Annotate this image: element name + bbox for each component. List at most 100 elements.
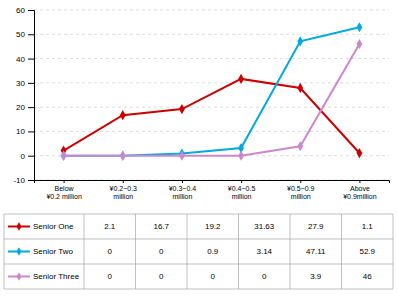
y-tick: 20 — [16, 103, 34, 112]
y-tick-label: 10 — [16, 127, 25, 136]
x-tick-label-line: ¥0.3~0.4 — [169, 185, 197, 192]
table-value: 3.9 — [310, 272, 322, 281]
series-marker — [297, 141, 303, 151]
x-tick-label-line: Above — [350, 185, 370, 192]
y-axis: -10 0 10 20 30 40 50 60 — [13, 6, 34, 185]
table-value: 3.14 — [256, 247, 272, 256]
x-tick-label-line: million — [232, 193, 252, 200]
series-marker — [356, 148, 362, 158]
marks — [61, 22, 363, 161]
series-marker — [356, 22, 362, 32]
series-marker — [61, 151, 67, 161]
chart-svg: -10 0 10 20 30 40 50 60 Below¥0.2 million ¥0.2~0.… — [0, 0, 397, 297]
x-tick-mark — [300, 180, 301, 183]
y-tick-label: 60 — [16, 6, 25, 15]
y-axis-line — [28, 11, 35, 181]
y-tick-mark — [28, 180, 34, 181]
series-marker — [179, 104, 185, 114]
y-tick: 30 — [16, 79, 34, 88]
y-tick-mark — [28, 59, 34, 60]
legend-table: Senior One2.116.719.231.6327.91.1Senior … — [4, 214, 393, 289]
y-tick-label: 0 — [21, 152, 26, 161]
table-value: 47.11 — [306, 247, 326, 256]
grid-line — [34, 10, 389, 11]
table-border — [4, 214, 5, 289]
x-tick-mark — [64, 180, 65, 183]
x-tick-label: ¥0.3~0.4million — [169, 185, 197, 200]
y-tick-mark — [28, 10, 34, 11]
y-tick-label: 40 — [16, 55, 25, 64]
x-tick-mark — [182, 180, 183, 183]
legend-icon-marker — [16, 272, 21, 281]
x-tick-label-line: ¥0.2~0.3 — [110, 185, 138, 192]
table-value: 0 — [108, 247, 113, 256]
table-border — [84, 214, 85, 289]
y-tick: 50 — [16, 30, 34, 39]
x-tick: Above¥0.9million — [343, 180, 377, 200]
table-border — [393, 214, 394, 289]
series-marker — [238, 151, 244, 161]
y-tick: 10 — [16, 127, 34, 136]
plot-area: -10 0 10 20 30 40 50 60 Below¥0.2 million ¥0.2~0.… — [13, 6, 389, 200]
x-tick-label: ¥0.4~0.5million — [228, 185, 256, 200]
legend-label: Senior Two — [33, 247, 73, 256]
legend-label: Senior Three — [33, 272, 80, 281]
series-marker — [120, 151, 126, 161]
y-tick-mark — [28, 107, 34, 108]
table-value: 0 — [159, 247, 164, 256]
y-tick-mark — [28, 83, 34, 84]
series-marker — [120, 151, 126, 161]
series-marker — [179, 151, 185, 161]
x-tick-label: Below¥0.2 million — [46, 185, 82, 200]
table-value: 46 — [363, 272, 372, 281]
y-tick-label: 30 — [16, 79, 25, 88]
table-border — [4, 239, 393, 240]
series-marker — [61, 151, 67, 161]
table-value: 2.1 — [104, 222, 116, 231]
x-tick-label-line: ¥0.9million — [343, 193, 377, 200]
x-tick: ¥0.3~0.4million — [169, 180, 197, 200]
series-marker — [356, 39, 362, 49]
table-value: 16.7 — [153, 222, 169, 231]
y-tick: 40 — [16, 55, 34, 64]
x-tick-label: Above¥0.9million — [343, 185, 377, 200]
table-value: 0 — [108, 272, 113, 281]
x-tick-label-line: million — [291, 193, 311, 200]
y-tick-label: 50 — [16, 30, 25, 39]
grid — [34, 10, 389, 180]
table-value: 27.9 — [308, 222, 324, 231]
x-tick-label-line: ¥0.4~0.5 — [228, 185, 256, 192]
table-border — [290, 214, 291, 289]
legend-label: Senior One — [33, 222, 74, 231]
y-tick: -10 — [13, 176, 34, 185]
x-tick-label: ¥0.5~0.9million — [287, 185, 315, 200]
x-tick: ¥0.2~0.3million — [110, 180, 138, 200]
table-border — [4, 214, 393, 215]
x-tick-label-line: million — [113, 193, 133, 200]
series-line — [64, 79, 360, 153]
x-tick-label: ¥0.2~0.3million — [110, 185, 138, 200]
table-value: 0 — [159, 272, 164, 281]
legend-icon-marker — [16, 247, 21, 256]
table-border — [187, 214, 188, 289]
series-line — [64, 27, 360, 155]
x-tick-label-line: million — [172, 193, 192, 200]
table-border — [4, 289, 393, 290]
table-border — [238, 214, 239, 289]
x-tick-label-line: ¥0.2 million — [46, 193, 82, 200]
series-marker — [120, 110, 126, 120]
y-tick: 0 — [21, 152, 34, 161]
series-marker — [238, 74, 244, 84]
series-marker — [297, 83, 303, 93]
table-border — [4, 264, 393, 265]
x-tick-label-line: ¥0.5~0.9 — [287, 185, 315, 192]
x-tick-label-line: Below — [55, 185, 75, 192]
table-border — [341, 214, 342, 289]
x-tick: ¥0.5~0.9million — [287, 180, 315, 200]
x-axis: Below¥0.2 million¥0.2~0.3million¥0.3~0.4… — [35, 180, 390, 200]
y-tick-mark — [28, 156, 34, 157]
y-tick-label: 20 — [16, 103, 25, 112]
table-value: 52.9 — [359, 247, 375, 256]
table-border — [135, 214, 136, 289]
x-axis-line — [35, 181, 390, 184]
